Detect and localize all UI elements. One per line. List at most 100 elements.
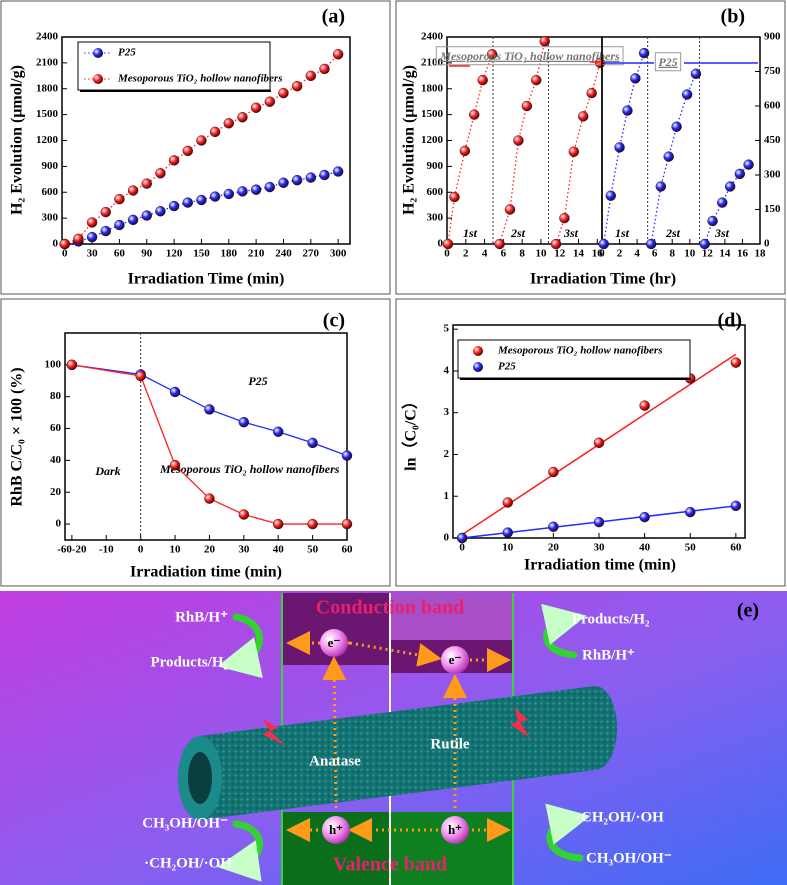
x-tick-label: 40: [273, 544, 285, 556]
y2-tick-label: 150: [764, 203, 781, 215]
x-tick-label: 150: [193, 248, 210, 260]
panel-frame: [395, 298, 786, 587]
phase-label: Rutile: [430, 736, 470, 752]
y-tick-label: 1800: [421, 82, 444, 94]
y-tick-label: 0: [438, 238, 444, 250]
data-point: [86, 217, 98, 228]
x-tick-label: 0: [62, 248, 68, 260]
x-tick-label: 60: [342, 544, 354, 556]
data-point: [204, 493, 215, 504]
x-tick-label: 0: [444, 248, 450, 260]
x-tick-label: 2: [463, 248, 469, 260]
x-tick-label: 30: [87, 248, 99, 260]
annotation: Dark: [94, 464, 120, 478]
data-point: [223, 188, 234, 200]
y-tick-label: 1200: [36, 134, 59, 146]
x-tick-label: 0: [599, 248, 605, 260]
panel-label: (c): [323, 310, 345, 332]
panel-frame: [395, 0, 786, 295]
data-point: [238, 416, 250, 428]
data-point: [504, 204, 516, 215]
y-tick-label: 1800: [36, 82, 59, 94]
y-tick-label: 0: [53, 238, 59, 250]
x-tick-label: 40: [639, 542, 651, 554]
x-tick-label: 300: [330, 248, 347, 260]
electron-label: e⁻: [328, 635, 341, 650]
series-label-box: [654, 52, 682, 72]
x-tick-label: 30: [238, 544, 250, 556]
data-point: [598, 238, 609, 250]
y-axis-label: RhB C/C₀ × 100 (%): [9, 367, 26, 506]
legend-marker: [473, 362, 483, 372]
data-point: [593, 516, 605, 528]
electron-transfer: [349, 641, 442, 667]
data-point: [639, 400, 650, 411]
data-point: [614, 142, 625, 153]
reactant-label: CH₃OH/OH⁻: [142, 815, 228, 831]
x-tick-label: 60: [114, 248, 126, 260]
legend-marker: [93, 48, 103, 58]
data-point: [442, 238, 454, 250]
data-point: [671, 121, 682, 132]
data-point: [273, 518, 284, 530]
y-tick-label: 1200: [421, 134, 444, 146]
data-point: [250, 184, 262, 195]
x-tick-label: 14: [573, 248, 585, 260]
data-point: [605, 190, 616, 201]
data-point: [502, 497, 513, 508]
data-point: [630, 73, 641, 84]
data-point: [548, 466, 559, 478]
x-tick-label: 14: [719, 248, 731, 260]
data-point: [459, 145, 471, 157]
y-tick-label: 3: [444, 406, 450, 418]
x-tick-label: 8: [669, 248, 675, 260]
data-point: [494, 238, 505, 250]
data-point: [548, 521, 559, 532]
plot-frame: [446, 36, 603, 245]
y-axis-label: ln（C₀/C）: [402, 393, 420, 471]
data-point: [550, 238, 562, 250]
light-bolt: [262, 718, 285, 745]
y2-tick-label: 0: [764, 238, 770, 250]
product-label: Products/H₂: [572, 611, 650, 627]
annotation: 2st: [665, 226, 681, 240]
x-tick-label: 60: [730, 542, 742, 554]
series-label: Mesoporous TiO₂ hollow nanofibers: [439, 49, 620, 63]
data-point: [456, 532, 468, 544]
reactant-label: RhB/H⁺: [175, 609, 228, 625]
nanofiber-tube: [178, 686, 617, 820]
y-tick-label: 100: [45, 358, 62, 370]
panel-frame: [0, 298, 391, 587]
electron: [441, 646, 469, 674]
data-point: [278, 177, 289, 188]
legend-marker: [473, 346, 483, 356]
data-point: [638, 47, 650, 59]
y-tick-label: 600: [42, 186, 59, 198]
legend-label: Mesoporous TiO₂ hollow nanofibers: [497, 345, 662, 357]
x-tick-label: 180: [221, 248, 238, 260]
x-tick-label: 10: [535, 248, 547, 260]
data-point: [690, 68, 702, 80]
x-tick-label: 2: [617, 248, 623, 260]
y-tick-label: 1500: [421, 108, 444, 120]
data-point: [685, 506, 696, 518]
data-point: [250, 102, 262, 113]
product-label: ·CH₂OH/·OH: [576, 809, 664, 825]
data-point: [291, 174, 303, 186]
annotation: P25: [248, 374, 267, 388]
data-point: [100, 206, 111, 218]
x-tick-label: 4: [482, 248, 488, 260]
charge-transfer-arrows: [286, 631, 511, 842]
data-point: [593, 437, 605, 448]
data-point: [291, 80, 303, 92]
data-point: [622, 105, 633, 116]
x-tick-label: 0: [459, 542, 465, 554]
y-tick-label: 1: [444, 490, 450, 502]
data-point: [663, 151, 674, 162]
data-point: [743, 159, 754, 170]
data-point: [477, 74, 488, 86]
valence-band-label: Valence band: [333, 854, 447, 876]
data-point: [86, 231, 98, 243]
x-tick-label: 20: [548, 542, 560, 554]
